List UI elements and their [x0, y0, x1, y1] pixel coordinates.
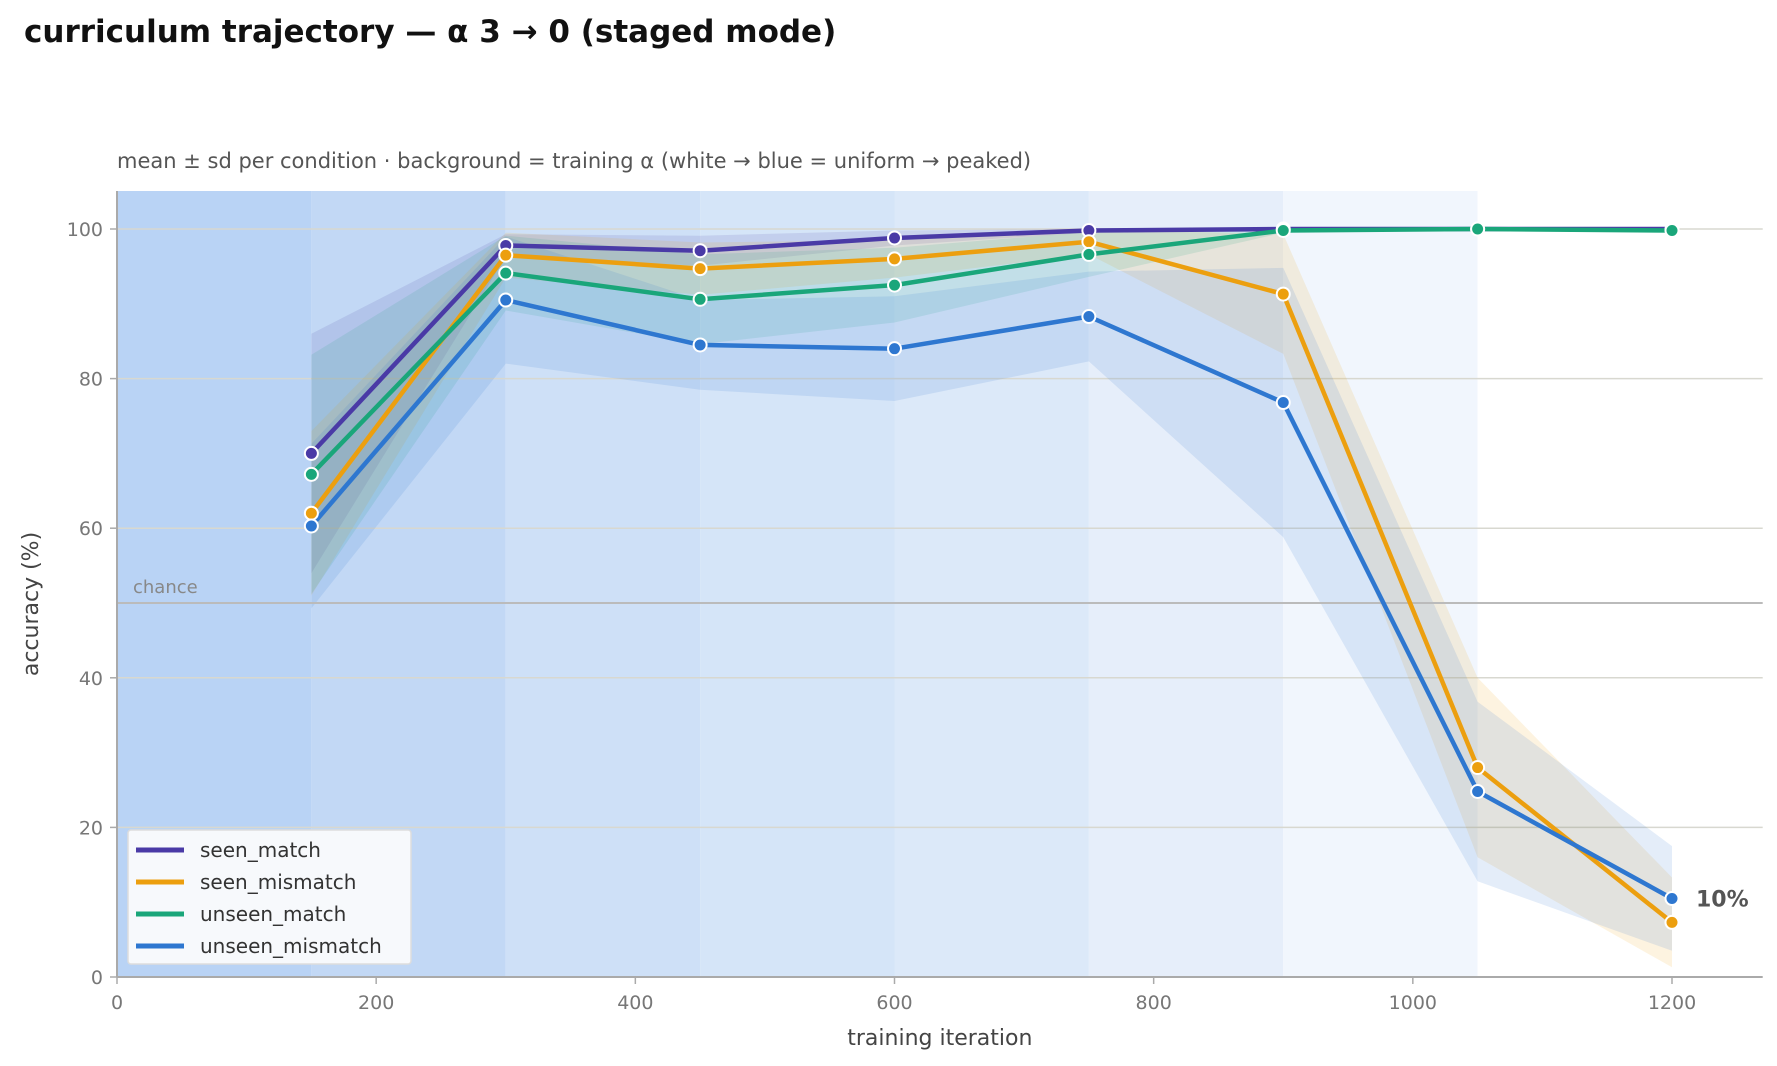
point-unseen_match-300	[498, 265, 514, 281]
background-stage-5	[1088, 191, 1284, 977]
y-axis-label: accuracy (%)	[19, 532, 44, 676]
end-annotation: 10%	[1696, 887, 1749, 912]
legend-label-unseen_match: unseen_match	[200, 902, 346, 926]
point-seen_mismatch-600	[887, 251, 902, 267]
point-unseen_match-1050	[1470, 221, 1486, 237]
point-unseen_match-1200	[1664, 222, 1680, 238]
background-stage-7	[1477, 191, 1763, 977]
point-seen_mismatch-300	[498, 247, 514, 263]
series-line-unseen_mismatch	[309, 297, 1674, 901]
x-tick-label-1000: 1000	[1389, 992, 1437, 1014]
legend: seen_match seen_mismatch unseen_matchunsee…	[127, 829, 412, 965]
series-lines	[309, 226, 1674, 925]
legend-box	[127, 829, 412, 965]
series-points	[303, 221, 1680, 930]
chart-title: curriculum trajectory — α 3 → 0 (staged …	[24, 14, 837, 50]
y-tick-label-60: 60	[79, 518, 103, 540]
point-seen_mismatch-450	[692, 261, 708, 277]
background-stages	[117, 191, 1763, 977]
point-seen_mismatch-150	[303, 505, 319, 521]
x-tick-label-1200: 1200	[1648, 992, 1696, 1014]
y-tick-label-0: 0	[91, 967, 103, 989]
legend-label-seen_match: seen_match	[200, 838, 321, 862]
point-unseen_mismatch-900	[1275, 395, 1291, 411]
point-unseen_mismatch-1050	[1470, 783, 1486, 799]
point-unseen_match-600	[887, 277, 902, 293]
legend-label-seen_mismatch: seen_mismatch	[200, 870, 356, 894]
point-unseen_match-750	[1081, 246, 1097, 262]
point-unseen_mismatch-450	[692, 337, 708, 353]
x-tick-label-0: 0	[111, 992, 123, 1014]
point-unseen_match-450	[692, 291, 708, 307]
point-unseen_mismatch-150	[303, 518, 319, 534]
point-seen_match-600	[887, 230, 902, 246]
point-unseen_mismatch-300	[498, 292, 514, 308]
y-tick-label-40: 40	[79, 668, 103, 690]
series-line-unseen_match	[309, 226, 1673, 476]
x-tick-label-800: 800	[1136, 992, 1172, 1014]
point-unseen_match-150	[303, 466, 319, 482]
chance-label: chance	[133, 577, 198, 598]
series-line-seen_mismatch	[309, 239, 1674, 925]
point-seen_mismatch-750	[1081, 234, 1097, 250]
point-unseen_match-900	[1275, 222, 1291, 238]
gridlines	[117, 228, 1763, 829]
chance-layer: chance	[117, 577, 1763, 604]
x-axis-label: training iteration	[847, 1026, 1032, 1051]
legend-label-unseen_mismatch: unseen_mismatch	[200, 934, 382, 958]
point-unseen_mismatch-600	[887, 341, 902, 357]
y-tick-label-20: 20	[79, 817, 103, 839]
x-tick-label-400: 400	[617, 992, 653, 1014]
point-seen_mismatch-1050	[1470, 760, 1486, 776]
point-seen_mismatch-900	[1275, 286, 1291, 302]
sd-band-unseen_match	[311, 229, 1672, 594]
background-stage-3	[700, 191, 895, 977]
point-unseen_mismatch-1200	[1664, 890, 1680, 906]
point-unseen_mismatch-750	[1081, 309, 1097, 325]
y-tick-label-100: 100	[67, 219, 103, 241]
point-seen_match-450	[692, 243, 708, 259]
point-seen_mismatch-1200	[1664, 914, 1680, 930]
chart-subtitle: mean ± sd per condition · background = t…	[117, 149, 1031, 173]
y-tick-label-80: 80	[79, 369, 103, 391]
point-seen_match-150	[303, 445, 319, 461]
background-stage-6	[1283, 191, 1478, 977]
x-tick-label-600: 600	[876, 992, 912, 1014]
x-tick-label-200: 200	[358, 992, 394, 1014]
